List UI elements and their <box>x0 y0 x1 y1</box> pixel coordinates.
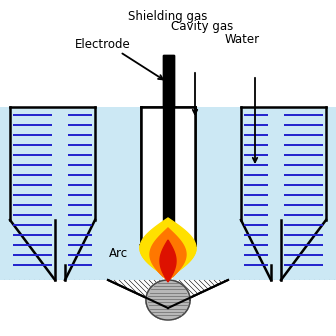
Polygon shape <box>140 218 196 278</box>
Polygon shape <box>140 218 196 278</box>
Polygon shape <box>150 228 186 281</box>
Bar <box>0 107 336 280</box>
Text: Cavity gas: Cavity gas <box>171 20 233 33</box>
Text: Shielding gas: Shielding gas <box>128 10 208 23</box>
Bar <box>0 280 336 336</box>
Polygon shape <box>141 107 195 336</box>
Polygon shape <box>146 280 190 320</box>
Text: Electrode: Electrode <box>75 38 131 51</box>
Text: Water: Water <box>224 33 260 46</box>
Text: Arc: Arc <box>109 247 128 260</box>
Polygon shape <box>10 107 55 280</box>
Polygon shape <box>150 228 186 281</box>
Polygon shape <box>281 107 326 280</box>
Polygon shape <box>160 240 176 282</box>
Polygon shape <box>65 107 95 280</box>
Polygon shape <box>141 107 195 336</box>
Polygon shape <box>146 280 190 320</box>
Polygon shape <box>0 280 336 336</box>
Bar <box>163 55 174 272</box>
Bar <box>163 55 174 272</box>
Polygon shape <box>241 107 271 280</box>
Polygon shape <box>160 240 176 282</box>
